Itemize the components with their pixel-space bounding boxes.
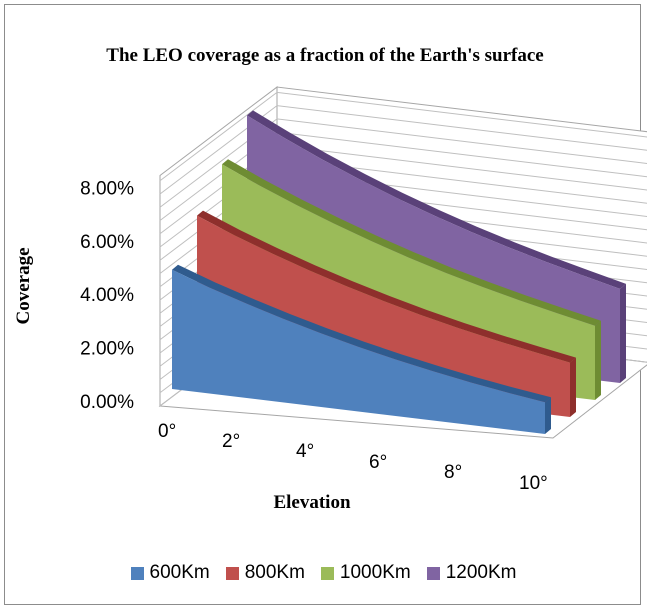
legend-label: 1200Km	[445, 562, 517, 583]
chart-legend: 600Km 800Km 1000Km 1200Km	[0, 562, 647, 584]
x-tick-label: 8°	[444, 462, 462, 483]
legend-swatch	[130, 566, 144, 580]
series-top-600Km	[172, 264, 551, 403]
gridline	[159, 91, 647, 182]
legend-item: 600Km	[130, 562, 210, 584]
legend-swatch	[426, 566, 440, 580]
legend-label: 1000Km	[339, 562, 411, 583]
legend-item: 800Km	[225, 562, 305, 584]
series-side-1000Km	[595, 320, 601, 400]
x-tick-label: 0°	[158, 421, 176, 442]
y-tick-label: 4.00%	[80, 285, 134, 306]
series-top-800Km	[197, 210, 576, 363]
chart-series	[172, 110, 626, 434]
x-axis-title: Elevation	[273, 492, 350, 513]
x-tick-label: 10°	[519, 473, 548, 494]
series-face-600Km	[172, 269, 545, 434]
legend-label: 800Km	[244, 562, 305, 583]
chart-title: The LEO coverage as a fraction of the Ea…	[106, 45, 544, 66]
y-axis-title: Coverage	[13, 247, 34, 324]
y-tick-label: 8.00%	[80, 178, 134, 199]
y-tick-label: 0.00%	[80, 392, 134, 413]
y-tick-labels: 0.00% 2.00% 4.00% 6.00% 8.00%	[80, 178, 134, 413]
x-tick-labels: 0° 2° 4° 6° 8° 10°	[158, 421, 548, 494]
x-tick-label: 4°	[296, 441, 314, 462]
legend-item: 1000Km	[320, 562, 411, 584]
x-tick-label: 2°	[222, 431, 240, 452]
gridline	[159, 118, 647, 208]
series-top-1000Km	[222, 159, 601, 326]
series-side-800Km	[570, 357, 576, 417]
legend-swatch	[320, 566, 334, 580]
gridline	[159, 105, 647, 195]
y-tick-label: 6.00%	[80, 232, 134, 253]
series-side-1200Km	[620, 283, 626, 383]
x-tick-label: 6°	[369, 452, 387, 473]
series-top-1200Km	[247, 110, 626, 289]
series-600Km	[172, 264, 551, 434]
y-tick-label: 2.00%	[80, 339, 134, 360]
legend-item: 1200Km	[426, 562, 517, 584]
legend-label: 600Km	[149, 562, 210, 583]
series-side-600Km	[545, 397, 551, 434]
legend-swatch	[225, 566, 239, 580]
